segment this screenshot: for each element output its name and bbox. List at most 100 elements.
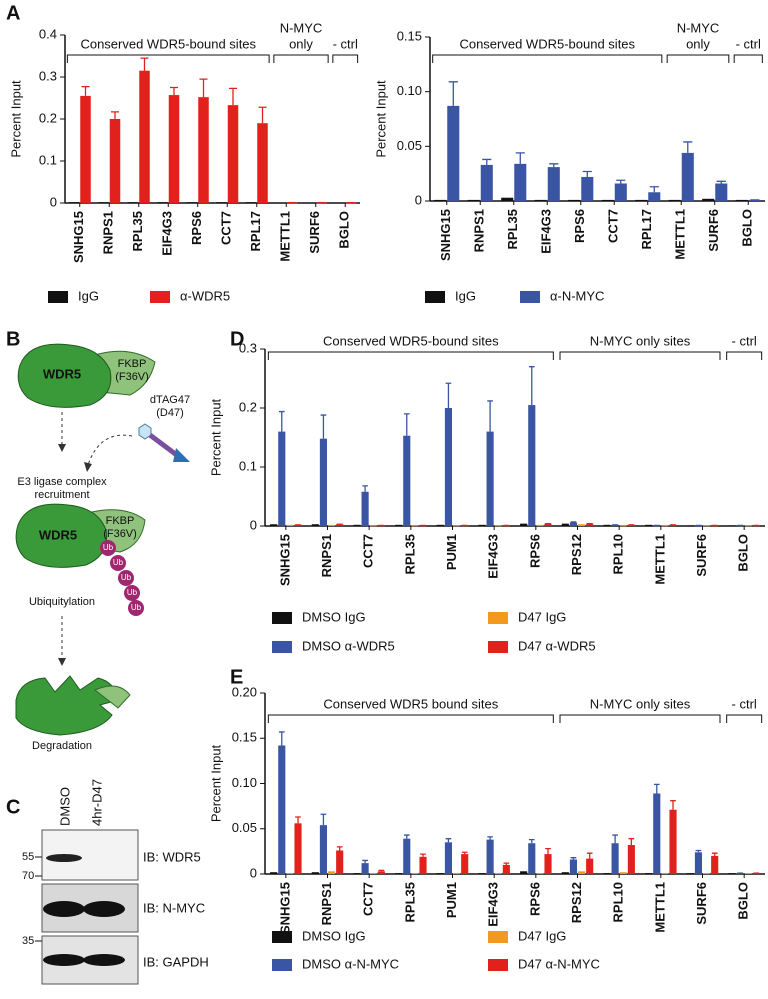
x-tick-label: RPL10 bbox=[611, 882, 626, 922]
blot-band bbox=[83, 954, 125, 966]
ub-label: Ub bbox=[121, 573, 132, 582]
ub-circle bbox=[110, 555, 126, 571]
bar bbox=[286, 524, 294, 526]
error-bar bbox=[378, 869, 385, 872]
bar-chart: 0 0.1 0.2 0.3 Percent Input SNHG15 RNPS1 CCT7 RP… bbox=[208, 333, 765, 653]
group-label: N-MYC bbox=[280, 20, 323, 35]
x-tick-label: RPL17 bbox=[639, 209, 654, 249]
error-bar bbox=[586, 852, 593, 859]
legend-label: IgG bbox=[78, 288, 99, 303]
panel-label: A bbox=[6, 2, 20, 24]
x-tick-label: SURF6 bbox=[706, 209, 721, 252]
bar-chart: 0 0.05 0.10 0.15 0.20 Percent Input SNHG15 RNPS… bbox=[208, 684, 765, 971]
bar bbox=[502, 864, 510, 874]
bar bbox=[461, 854, 469, 874]
group-label: Conserved WDR5-bound sites bbox=[459, 36, 635, 51]
lane-label: DMSO bbox=[57, 787, 72, 826]
bar bbox=[578, 524, 586, 526]
ub-label: Ub bbox=[113, 558, 124, 567]
bar bbox=[528, 405, 536, 526]
bar bbox=[453, 525, 461, 527]
bar bbox=[686, 525, 694, 527]
x-tick-label: SNHG15 bbox=[438, 209, 453, 261]
x-tick-label: SNHG15 bbox=[277, 882, 292, 934]
bar bbox=[653, 793, 661, 874]
bar bbox=[711, 855, 719, 874]
bar bbox=[467, 199, 480, 201]
group-bracket bbox=[559, 714, 721, 723]
lane-label: 4hr-D47 bbox=[89, 779, 104, 826]
error-bar bbox=[528, 366, 535, 406]
group-label: only bbox=[289, 36, 313, 51]
bar bbox=[319, 825, 327, 874]
y-tick-label: 0.2 bbox=[239, 399, 257, 414]
bar bbox=[395, 873, 403, 874]
error-bar bbox=[711, 852, 718, 856]
arrow-head bbox=[58, 658, 66, 666]
bar bbox=[411, 873, 419, 874]
protein-label: FKBP bbox=[106, 515, 135, 527]
bar bbox=[703, 525, 711, 527]
mw-marker: 70 bbox=[22, 870, 34, 882]
ub-circle bbox=[118, 570, 134, 586]
bar bbox=[686, 873, 694, 874]
legend-swatch bbox=[272, 931, 292, 943]
bar bbox=[501, 197, 514, 201]
probe-label: IB: N-MYC bbox=[143, 900, 205, 915]
error-bar bbox=[683, 141, 693, 153]
bar bbox=[480, 164, 493, 201]
x-tick-label: METTL1 bbox=[652, 534, 667, 585]
x-tick-label: METTL1 bbox=[278, 211, 293, 262]
bar bbox=[311, 524, 319, 526]
ub-circle bbox=[124, 585, 140, 601]
bar bbox=[257, 123, 268, 203]
group-label: N-MYC only sites bbox=[590, 333, 691, 348]
x-tick-label: BGLO bbox=[740, 209, 755, 247]
group-bracket bbox=[726, 714, 763, 723]
group-bracket bbox=[273, 54, 329, 63]
bar bbox=[377, 871, 385, 874]
bar bbox=[286, 873, 294, 874]
error-bar bbox=[199, 78, 208, 98]
bar bbox=[109, 119, 121, 203]
bar bbox=[520, 871, 528, 874]
bar bbox=[528, 843, 536, 874]
bar bbox=[436, 524, 444, 526]
bar bbox=[275, 202, 286, 204]
ub-label: Ub bbox=[103, 543, 114, 552]
bar bbox=[586, 523, 594, 526]
ub-circle bbox=[128, 600, 144, 616]
x-tick-label: CCT7 bbox=[219, 211, 234, 245]
y-tick-label: 0.10 bbox=[397, 83, 422, 98]
error-bar bbox=[549, 163, 559, 168]
bar bbox=[353, 524, 361, 526]
bar bbox=[353, 873, 361, 874]
error-bar bbox=[515, 152, 525, 164]
error-bar bbox=[487, 836, 493, 840]
bar bbox=[304, 202, 316, 204]
error-bar bbox=[612, 834, 618, 844]
error-bar bbox=[81, 86, 90, 96]
step-label: recruitment bbox=[34, 489, 89, 501]
group-label: - ctrl bbox=[333, 36, 358, 51]
error-bar bbox=[295, 816, 301, 824]
error-bar bbox=[336, 846, 343, 851]
y-tick-label: 0.1 bbox=[239, 458, 257, 473]
bar bbox=[198, 97, 209, 203]
x-tick-label: RNPS1 bbox=[101, 211, 116, 254]
bar bbox=[494, 525, 502, 527]
bar bbox=[544, 523, 552, 526]
group-bracket bbox=[332, 54, 359, 63]
bar bbox=[744, 873, 752, 874]
ub-chain: Ub Ub Ub Ub Ub bbox=[100, 540, 144, 616]
bar bbox=[668, 199, 681, 201]
x-tick-label: RNPS1 bbox=[472, 209, 487, 252]
bar bbox=[603, 524, 611, 526]
x-tick-label: RPL35 bbox=[402, 882, 417, 922]
error-bar bbox=[403, 834, 410, 839]
bar bbox=[270, 872, 278, 874]
error-bar bbox=[445, 382, 452, 408]
panel-label: B bbox=[6, 328, 20, 350]
bar bbox=[703, 873, 711, 874]
bar bbox=[536, 524, 544, 526]
